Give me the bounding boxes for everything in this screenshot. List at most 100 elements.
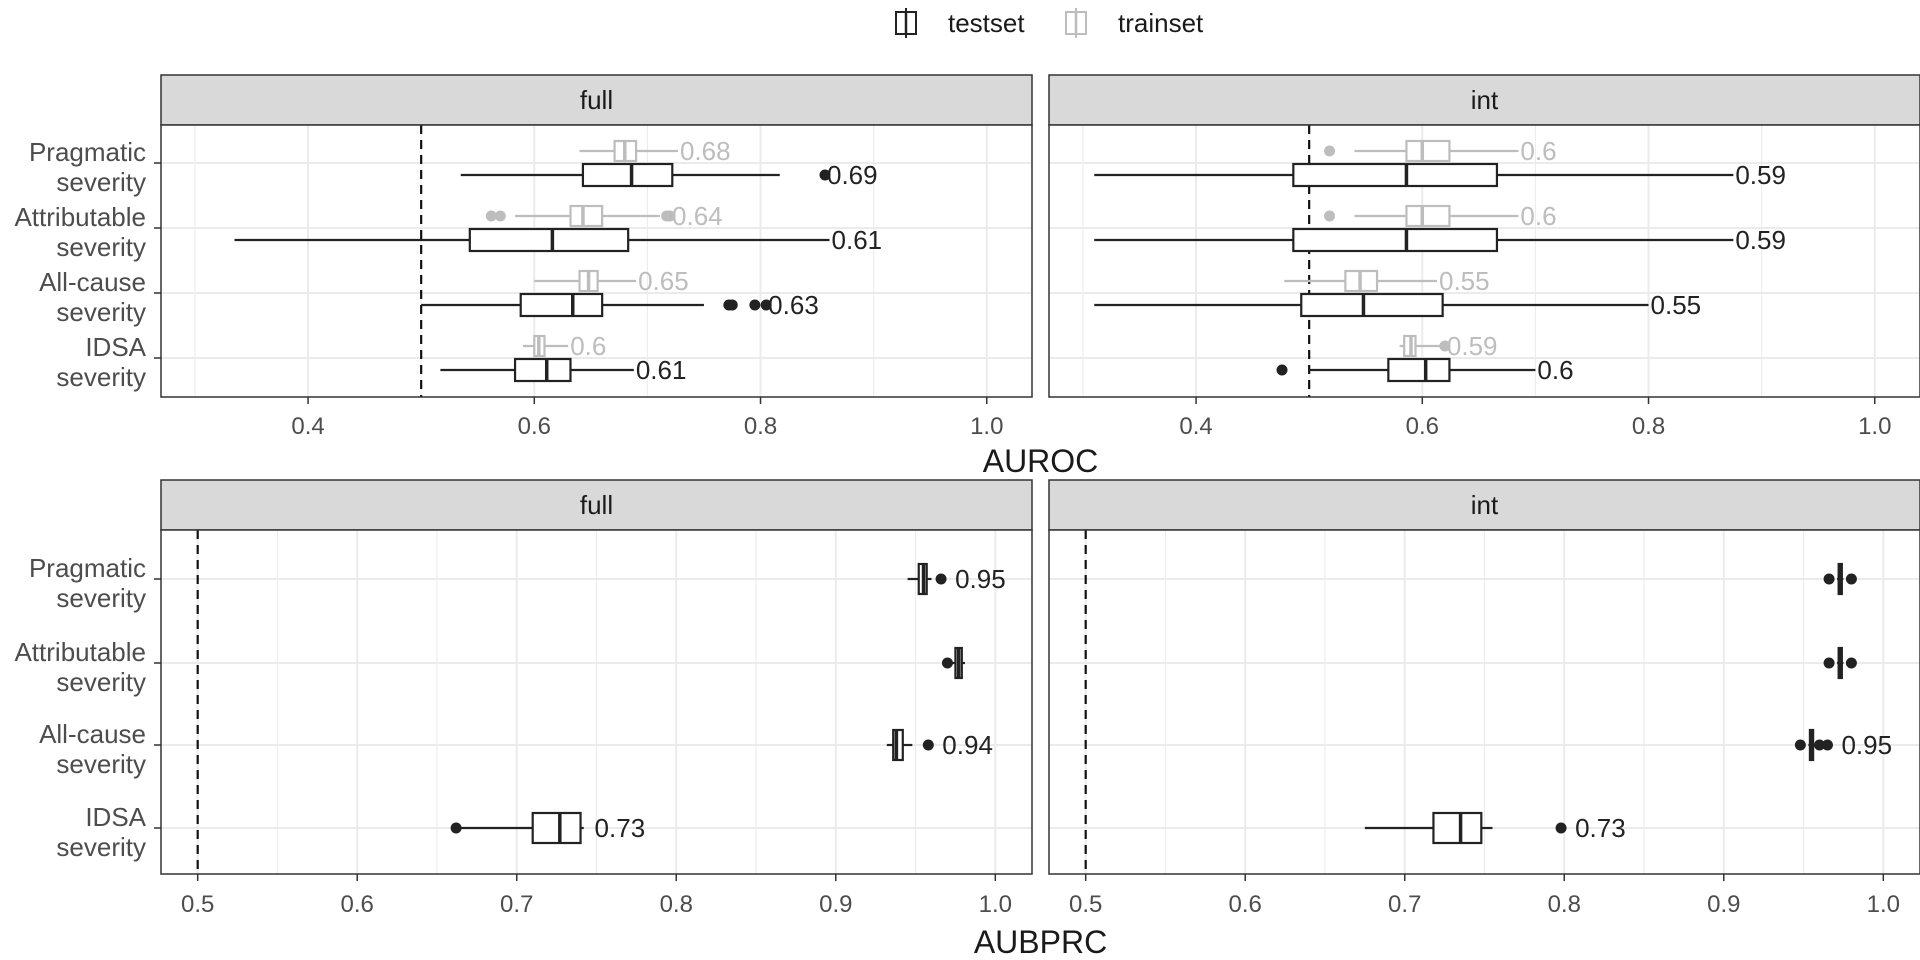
data-label: 0.73 <box>595 813 646 843</box>
box-testset-0: 0.95 <box>907 562 1006 596</box>
panel-1-int: int 0.95 0.73 0.5 0.6 0.7 0.8 0.9 1.0 <box>1048 479 1920 918</box>
strip-background <box>160 479 1033 531</box>
outlier-point <box>1821 739 1833 751</box>
box-testset-0 <box>1823 562 1857 596</box>
box <box>1405 139 1451 163</box>
box-trainset-0: 0.68 <box>579 136 731 166</box>
strip-label: int <box>1471 85 1499 115</box>
y-tick-label-line: All-cause <box>39 267 146 297</box>
box-testset-1: 0.59 <box>1094 225 1786 255</box>
data-label: 0.68 <box>680 136 731 166</box>
data-label: 0.65 <box>638 266 689 296</box>
y-tick-label-line: Attributable <box>14 202 146 232</box>
x-tick-label: 0.8 <box>1632 413 1665 440</box>
outlier-point <box>1823 657 1835 669</box>
y-tick-label-line: IDSA <box>85 332 146 362</box>
data-label: 0.6 <box>1520 201 1556 231</box>
strip-label: full <box>580 85 613 115</box>
x-tick-label: 0.7 <box>1388 891 1421 918</box>
outlier-point <box>1845 573 1857 585</box>
outlier-point <box>1439 340 1451 352</box>
box-testset-0: 0.59 <box>1094 160 1786 190</box>
box-trainset-0: 0.6 <box>1324 136 1557 166</box>
box <box>581 162 674 188</box>
box <box>569 204 604 228</box>
outlier-point <box>819 169 831 181</box>
box-testset-1 <box>941 646 965 680</box>
legend-label-testset: testset <box>948 8 1025 38</box>
y-tick-label: All-cause severity <box>39 719 146 779</box>
outlier-point <box>922 739 934 751</box>
outlier-point <box>1276 364 1288 376</box>
outlier-point <box>1324 210 1336 222</box>
data-label: 0.59 <box>1735 160 1786 190</box>
y-tick-label: Attributable severity <box>14 202 146 262</box>
data-label: 0.95 <box>1841 730 1892 760</box>
panel-border <box>160 124 1033 398</box>
legend-label-trainset: trainset <box>1118 8 1204 38</box>
outlier-point <box>1845 657 1857 669</box>
legend: testset trainset <box>895 8 1204 38</box>
x-tick-label: 0.8 <box>1548 891 1581 918</box>
panel-1-full: full 0.95 0.94 0.73 0.5 0.6 0.7 0.8 0.9 1.0 <box>160 479 1033 918</box>
data-label: 0.55 <box>1439 266 1490 296</box>
y-tick-label: All-cause severity <box>39 267 146 327</box>
x-tick-label: 0.4 <box>291 413 324 440</box>
box-testset-2: 0.94 <box>886 728 993 762</box>
data-label: 0.73 <box>1575 813 1626 843</box>
box-trainset-2: 0.65 <box>534 266 689 296</box>
outlier-point <box>1814 739 1825 751</box>
y-tick-label-line: severity <box>56 362 146 392</box>
data-label: 0.63 <box>768 290 819 320</box>
y-tick-label-line: Attributable <box>14 637 146 667</box>
data-label: 0.59 <box>1735 225 1786 255</box>
x-tick-label: 0.6 <box>1406 413 1439 440</box>
box-trainset-3: 0.6 <box>522 331 606 361</box>
box-testset-3: 0.6 <box>1276 355 1574 385</box>
x-axis-title: AUBPRC <box>974 924 1107 960</box>
legend-key-testset <box>895 8 917 38</box>
box <box>468 227 630 253</box>
x-tick-label: 0.8 <box>744 413 777 440</box>
strip-background <box>160 74 1033 126</box>
box <box>1432 811 1483 845</box>
panel-border <box>1048 529 1920 875</box>
panel-border <box>1048 124 1920 398</box>
box-testset-3: 0.73 <box>1364 811 1626 845</box>
y-tick-label: IDSA severity <box>56 332 146 392</box>
box <box>1292 227 1499 253</box>
data-label: 0.69 <box>827 160 878 190</box>
y-tick-label-line: IDSA <box>85 802 146 832</box>
x-tick-label: 0.6 <box>518 413 551 440</box>
x-tick-label: 0.6 <box>1229 891 1262 918</box>
y-tick-label-line: severity <box>56 583 146 613</box>
x-tick-label: 1.0 <box>979 891 1012 918</box>
x-tick-label: 0.5 <box>1069 891 1102 918</box>
box-trainset-1: 0.64 <box>485 201 723 231</box>
y-tick-label-line: severity <box>56 167 146 197</box>
y-tick-label-line: severity <box>56 832 146 862</box>
box-testset-2: 0.63 <box>421 290 819 320</box>
box <box>1387 357 1451 383</box>
x-tick-label: 0.6 <box>341 891 374 918</box>
outlier-point <box>450 822 462 834</box>
data-label: 0.59 <box>1447 331 1498 361</box>
box-testset-2: 0.55 <box>1094 290 1701 320</box>
box <box>1292 162 1499 188</box>
outlier-point <box>726 299 738 311</box>
y-tick-label-line: severity <box>56 297 146 327</box>
box <box>519 292 604 318</box>
panel-0-full: full 0.69 0.61 0.63 0.61 0.68 0.64 0.65 0.6 0.4 0.… <box>160 74 1033 440</box>
box-testset-1 <box>1823 646 1857 680</box>
outlier-point <box>941 657 953 669</box>
x-tick-label: 0.9 <box>1707 891 1740 918</box>
box <box>1405 204 1451 228</box>
outlier-point <box>1794 739 1806 751</box>
y-tick-label: IDSA severity <box>56 802 146 862</box>
data-label: 0.95 <box>955 564 1006 594</box>
x-tick-label: 1.0 <box>1867 891 1900 918</box>
outlier-point <box>760 299 772 311</box>
x-tick-label: 1.0 <box>1858 413 1891 440</box>
